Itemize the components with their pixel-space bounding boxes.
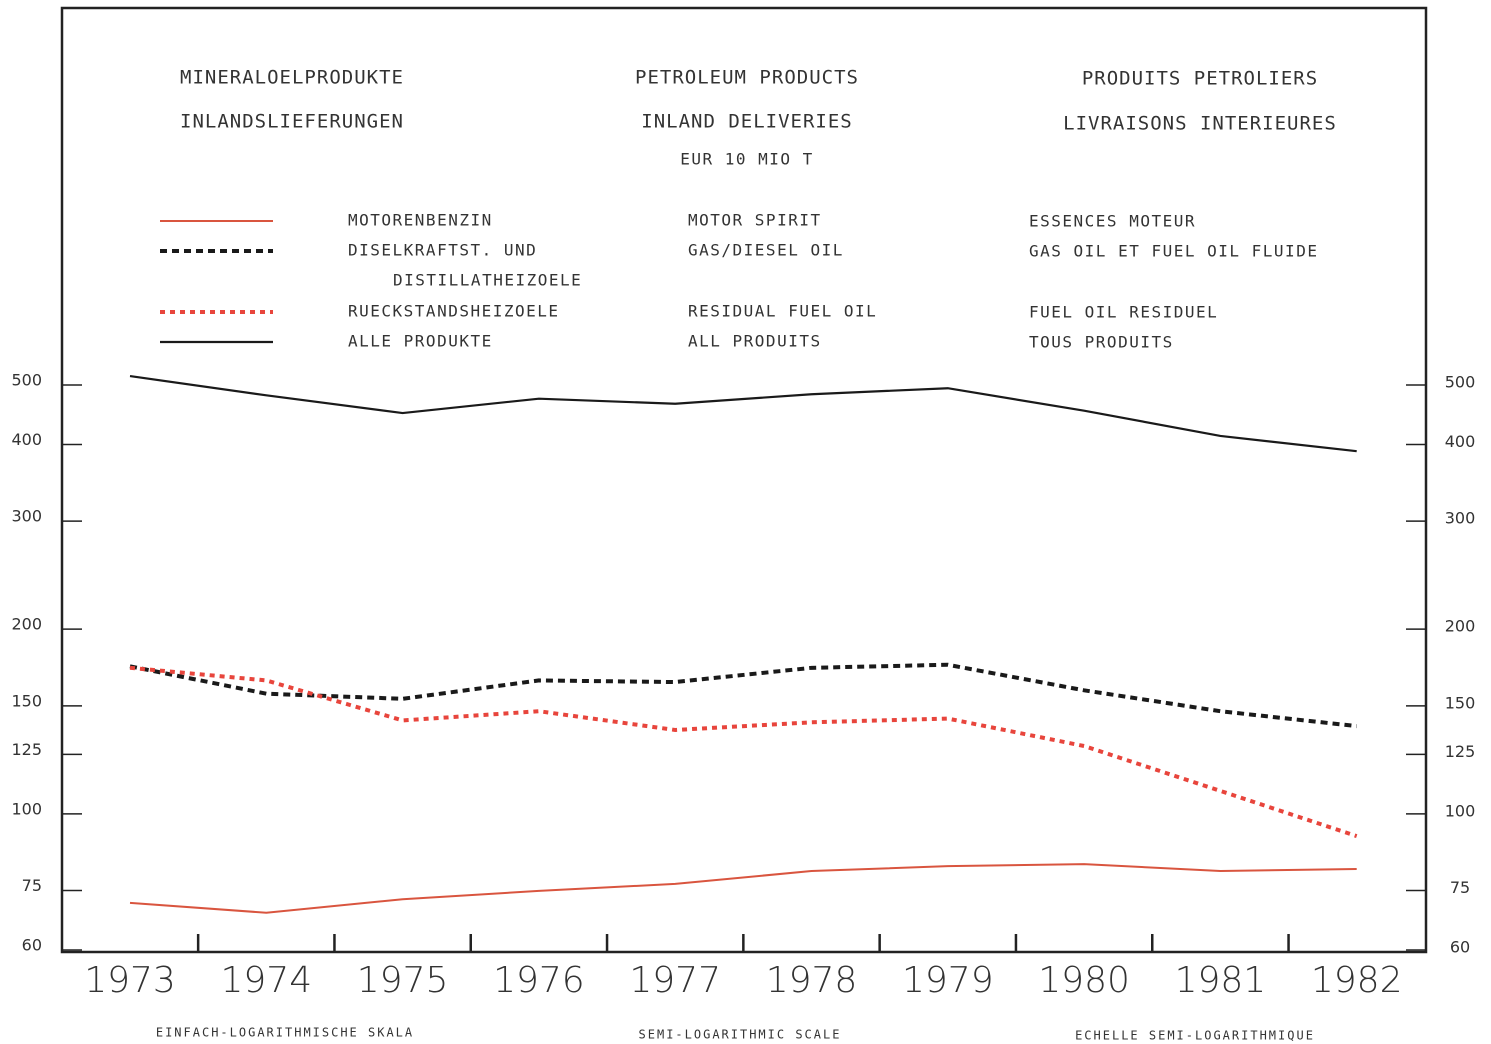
scale-note: ECHELLE SEMI-LOGARITHMIQUE — [1075, 1029, 1315, 1043]
y-tick-label: 300 — [11, 507, 42, 526]
legend-label-fr: FUEL OIL RESIDUEL — [1029, 303, 1218, 322]
y2-tick-label: 300 — [1445, 509, 1476, 528]
legend-label: RUECKSTANDSHEIZOELE — [348, 302, 560, 321]
y-tick-label: 125 — [11, 740, 42, 759]
x-tick-label: 1980 — [1038, 960, 1130, 1001]
legend-label-en: RESIDUAL FUEL OIL — [688, 302, 877, 321]
line-series — [129, 665, 1358, 838]
x-tick-label: 1978 — [766, 960, 858, 1001]
legend-label: MOTORENBENZIN — [348, 211, 493, 230]
y2-tick-label: 200 — [1445, 617, 1476, 636]
line-series — [129, 375, 1357, 453]
y-tick-label: 400 — [11, 430, 42, 449]
y2-tick-label: 100 — [1445, 801, 1476, 820]
y2-tick-label: 500 — [1445, 373, 1476, 392]
legend-label-en: GAS/DIESEL OIL — [688, 241, 844, 260]
legend-label: DISTILLATHEIZOELE — [393, 271, 582, 290]
y-tick-label: 150 — [11, 691, 42, 710]
legend-label-fr: TOUS PRODUITS — [1029, 333, 1174, 352]
x-tick-label: 1975 — [357, 960, 449, 1001]
legend-label-en: MOTOR SPIRIT — [688, 211, 822, 230]
legend-label: DISELKRAFTST. UND — [348, 241, 537, 260]
x-tick-label: 1981 — [1175, 960, 1267, 1001]
y-tick-label: 100 — [11, 799, 42, 818]
title-en: PETROLEUM PRODUCTS — [635, 67, 859, 89]
legend-label-fr: GAS OIL ET FUEL OIL FLUIDE — [1029, 242, 1318, 261]
y-tick-label: 500 — [11, 371, 42, 390]
x-tick-label: 1973 — [84, 960, 176, 1001]
line-series — [129, 662, 1357, 729]
title-fr: LIVRAISONS INTERIEURES — [1063, 113, 1337, 135]
title-de: MINERALOELPRODUKTE — [180, 67, 404, 89]
title-de: INLANDSLIEFERUNGEN — [180, 111, 404, 133]
y2-tick-label: 60 — [1450, 938, 1470, 957]
x-tick-label: 1979 — [902, 960, 994, 1001]
line-series — [129, 863, 1357, 914]
scale-note: SEMI-LOGARITHMIC SCALE — [639, 1028, 842, 1042]
x-tick-label: 1977 — [629, 960, 721, 1001]
x-tick-label: 1974 — [220, 960, 312, 1001]
x-tick-label: 1976 — [493, 960, 585, 1001]
subtitle: EUR 10 MIO T — [680, 150, 814, 169]
legend-label: ALLE PRODUKTE — [348, 332, 493, 351]
title-en: INLAND DELIVERIES — [641, 111, 852, 133]
y2-tick-label: 400 — [1445, 432, 1476, 451]
scale-note: EINFACH-LOGARITHMISCHE SKALA — [156, 1026, 414, 1040]
y-tick-label: 200 — [11, 615, 42, 634]
legend-label-en: ALL PRODUITS — [688, 332, 822, 351]
title-fr: PRODUITS PETROLIERS — [1082, 68, 1318, 90]
y2-tick-label: 150 — [1445, 693, 1476, 712]
x-tick-label: 1982 — [1311, 960, 1403, 1001]
y-tick-label: 75 — [22, 876, 42, 895]
y-tick-label: 60 — [22, 936, 42, 955]
y2-tick-label: 125 — [1445, 742, 1476, 761]
y2-tick-label: 75 — [1450, 878, 1470, 897]
legend-label-fr: ESSENCES MOTEUR — [1029, 212, 1196, 231]
